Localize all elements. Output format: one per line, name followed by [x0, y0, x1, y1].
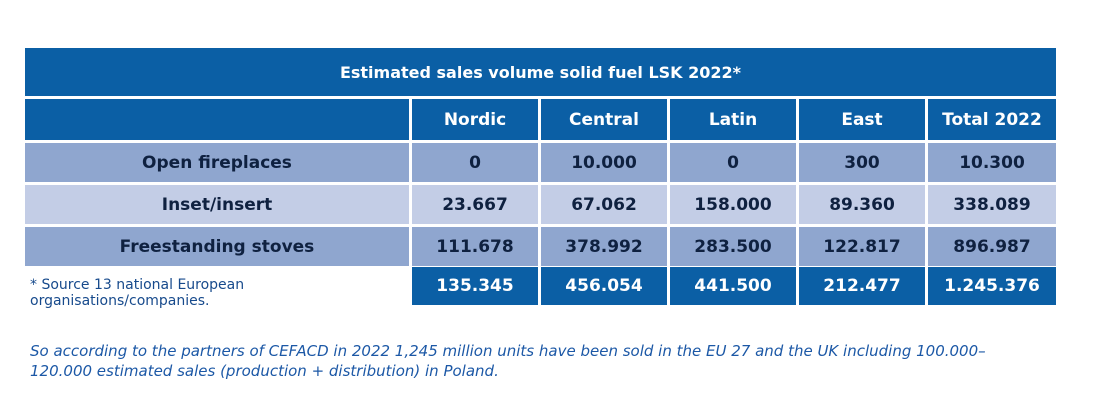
table-cell: 0: [670, 143, 796, 182]
table-cell: 283.500: [670, 227, 796, 266]
table-cell: 10.300: [928, 143, 1056, 182]
column-header-east: East: [799, 99, 925, 140]
table-cell: 300: [799, 143, 925, 182]
table-cell: 10.000: [541, 143, 667, 182]
header-corner: [25, 99, 409, 140]
column-header-total: Total 2022: [928, 99, 1056, 140]
row-label-freestanding-stoves: Freestanding stoves: [25, 227, 409, 266]
table-cell: 23.667: [412, 185, 538, 224]
table-cell: 378.992: [541, 227, 667, 266]
table-cell: 67.062: [541, 185, 667, 224]
total-cell-central: 456.054: [541, 267, 667, 305]
footnote-text: Source 13 national European organisation…: [30, 277, 245, 309]
total-cell-nordic: 135.345: [412, 267, 538, 305]
row-label-open-fireplaces: Open fireplaces: [25, 143, 409, 182]
column-header-central: Central: [541, 99, 667, 140]
table-cell: 158.000: [670, 185, 796, 224]
table-title: Estimated sales volume solid fuel LSK 20…: [25, 48, 1056, 96]
summary-paragraph: So according to the partners of CEFACD i…: [30, 342, 986, 380]
table-cell: 111.678: [412, 227, 538, 266]
footnote-asterisk: *: [30, 277, 37, 293]
table-cell: 896.987: [928, 227, 1056, 266]
table-cell: 0: [412, 143, 538, 182]
total-cell-latin: 441.500: [670, 267, 796, 305]
table-cell: 89.360: [799, 185, 925, 224]
total-cell-east: 212.477: [799, 267, 925, 305]
table-cell: 122.817: [799, 227, 925, 266]
table-cell: 338.089: [928, 185, 1056, 224]
total-cell-grand-total: 1.245.376: [928, 267, 1056, 305]
column-header-nordic: Nordic: [412, 99, 538, 140]
row-label-inset-insert: Inset/insert: [25, 185, 409, 224]
column-header-latin: Latin: [670, 99, 796, 140]
source-footnote: * Source 13 national European organisati…: [30, 277, 390, 309]
